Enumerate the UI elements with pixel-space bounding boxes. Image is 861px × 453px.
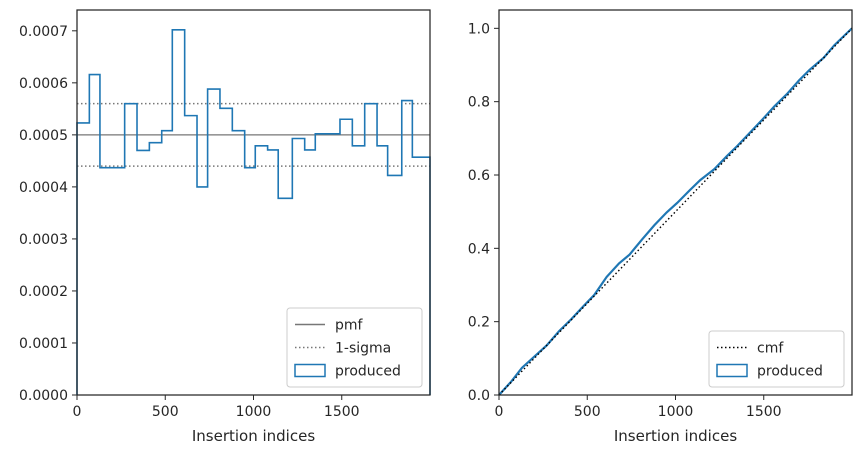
legend-label: cmf (757, 341, 784, 357)
y-tick-label: 1.0 (468, 21, 490, 37)
y-tick-label: 0.2 (468, 315, 490, 331)
y-tick-label: 0.6 (468, 168, 490, 184)
produced-histogram (76, 28, 431, 395)
x-tick-label: 500 (574, 404, 601, 420)
y-tick-label: 0.4 (468, 241, 490, 257)
plot-frame (498, 9, 853, 396)
y-tick-label: 0.0004 (19, 180, 68, 196)
x-tick-label: 1500 (324, 404, 360, 420)
y-tick-label: 0.0005 (19, 128, 68, 144)
x-axis-label: Insertion indices (614, 427, 737, 445)
x-tick-label: 0 (495, 404, 504, 420)
legend-swatch (716, 363, 748, 378)
y-tick-label: 0.0001 (19, 336, 68, 352)
y-tick-label: 0.0006 (19, 76, 68, 92)
chart-panel-2: 0.0 0.2 0.4 0.6 0.8 1.0 0 500 1000 1500 Insertion … (468, 9, 853, 445)
x-tick-label: 1000 (658, 404, 694, 420)
x-tick-label: 0 (73, 404, 82, 420)
legend-label: produced (335, 364, 401, 380)
x-tick-label: 1000 (236, 404, 272, 420)
x-tick-label: 500 (152, 404, 179, 420)
y-tick-label: 0.0007 (19, 24, 68, 40)
x-tick-label: 1500 (746, 404, 782, 420)
produced-line (498, 27, 853, 396)
y-tick-label: 0.0003 (19, 232, 68, 248)
y-tick-label: 0.0000 (19, 388, 68, 404)
legend-label: produced (757, 364, 823, 380)
y-tick-label: 0.8 (468, 95, 490, 111)
legend-box (286, 307, 423, 388)
legend: cmf produced (708, 330, 845, 388)
y-tick-label: 0.0 (468, 388, 490, 404)
legend-label: 1-sigma (335, 341, 391, 357)
legend-swatch (294, 363, 326, 378)
x-axis-label: Insertion indices (192, 427, 315, 445)
legend-label: pmf (335, 318, 364, 334)
legend-box (708, 330, 845, 388)
cmf-line (498, 27, 853, 396)
legend: pmf 1-sigma produced (286, 307, 423, 388)
chart-panel-1: 0.0000 0.0001 0.0002 0.0003 0.0004 0.0005 0.00… (19, 9, 431, 445)
y-tick-label: 0.0002 (19, 284, 68, 300)
plot-frame (76, 9, 431, 396)
